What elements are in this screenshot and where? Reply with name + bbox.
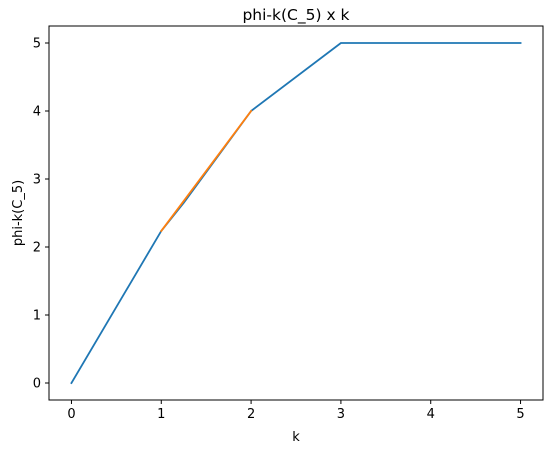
y-tick-label: 5: [33, 37, 41, 52]
series-layer: [70, 42, 522, 385]
series-line-2: [160, 109, 253, 233]
x-tick-label: 5: [516, 407, 524, 422]
x-axis-label: k: [292, 430, 300, 445]
x-tick-label: 2: [247, 407, 255, 422]
x-tick-label: 4: [427, 407, 435, 422]
y-tick-label: 3: [33, 173, 41, 188]
x-tick-label: 1: [157, 407, 165, 422]
x-axis-ticks: 0 1 2 3 4 5: [67, 400, 525, 422]
y-tick-label: 4: [33, 105, 41, 120]
chart-title: phi-k(C_5) x k: [242, 6, 349, 25]
y-tick-label: 0: [33, 377, 41, 392]
y-tick-label: 2: [33, 241, 41, 256]
y-axis-label: phi-k(C_5): [11, 180, 26, 246]
y-tick-label: 1: [33, 309, 41, 324]
x-tick-label: 3: [337, 407, 345, 422]
y-axis-ticks: 0 1 2 3 4 5: [33, 37, 49, 392]
plot-area: [49, 26, 543, 400]
plot-frame: [48, 25, 544, 401]
x-tick-label: 0: [67, 407, 75, 422]
